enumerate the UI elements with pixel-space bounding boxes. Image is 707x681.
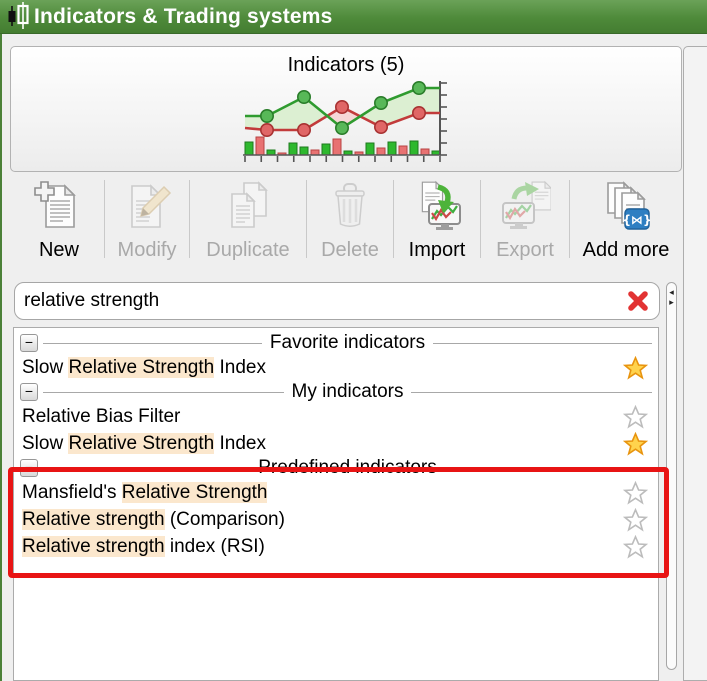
favorite-star-icon[interactable] — [623, 404, 648, 429]
list-item[interactable]: Slow Relative Strength Index — [14, 354, 658, 381]
export-icon — [499, 180, 553, 237]
trading-systems-card-edge[interactable] — [683, 46, 707, 681]
add-more-icon: {⋈} — [600, 180, 652, 237]
modify-button[interactable]: Modify — [105, 176, 189, 272]
section-label: My indicators — [291, 381, 404, 402]
duplicate-button-label: Duplicate — [206, 239, 290, 261]
clear-search-icon[interactable] — [626, 289, 650, 313]
toolbar-separator — [569, 180, 570, 258]
collapse-section-button[interactable]: − — [20, 334, 38, 352]
delete-button[interactable]: Delete — [307, 176, 393, 272]
collapse-section-button[interactable]: − — [20, 383, 38, 401]
duplicate-document-icon — [222, 180, 274, 237]
new-button-label: New — [38, 239, 79, 261]
section-label: Predefined indicators — [258, 457, 437, 478]
delete-button-label: Delete — [321, 239, 379, 261]
splitter-right-arrow-icon: ▸ — [669, 297, 674, 307]
import-icon — [411, 180, 463, 237]
section-header-favorite-indicators: − Favorite indicators — [14, 332, 658, 354]
indicators-card: Indicators (5) — [10, 46, 682, 172]
section-header-my-indicators: − My indicators — [14, 381, 658, 403]
favorite-star-icon[interactable] — [623, 480, 648, 505]
list-item[interactable]: Relative strength index (RSI) — [14, 533, 658, 560]
favorite-star-icon[interactable] — [623, 355, 648, 380]
indicators-list: − Favorite indicators Slow Relative Stre… — [13, 327, 659, 681]
window-left-border — [0, 34, 2, 681]
export-button[interactable]: Export — [481, 176, 569, 272]
window-title-bar: Indicators & Trading systems — [0, 0, 707, 34]
toolbar-separator — [306, 180, 307, 258]
candlestick-app-icon — [5, 1, 32, 35]
import-button[interactable]: Import — [394, 176, 480, 272]
toolbar-separator — [104, 180, 105, 258]
modify-button-label: Modify — [117, 239, 177, 261]
trash-icon — [324, 180, 376, 237]
section-label: Favorite indicators — [269, 332, 426, 353]
toolbar-separator — [393, 180, 394, 258]
new-document-icon — [33, 180, 85, 237]
duplicate-button[interactable]: Duplicate — [190, 176, 306, 272]
indicators-card-title: Indicators (5) — [287, 54, 405, 76]
search-input[interactable] — [24, 290, 626, 312]
new-button[interactable]: New — [14, 176, 104, 272]
export-button-label: Export — [496, 239, 554, 261]
edit-document-icon — [121, 180, 173, 237]
toolbar-separator — [189, 180, 190, 258]
import-button-label: Import — [408, 239, 466, 261]
panel-splitter-handle[interactable]: ◂ ▸ — [666, 282, 677, 670]
favorite-star-icon[interactable] — [623, 534, 648, 559]
toolbar: New Modify Duplicate — [14, 176, 694, 272]
splitter-left-arrow-icon: ◂ — [669, 287, 674, 297]
mini-chart-preview — [243, 81, 447, 162]
toolbar-separator — [480, 180, 481, 258]
add-more-button-label: Add more — [582, 239, 670, 261]
favorite-star-icon[interactable] — [623, 507, 648, 532]
list-item[interactable]: Relative Bias Filter — [14, 403, 658, 430]
svg-text:{⋈}: {⋈} — [622, 213, 651, 227]
section-header-predefined-indicators: − Predefined indicators — [14, 457, 658, 479]
list-item[interactable]: Mansfield's Relative Strength — [14, 479, 658, 506]
search-box — [14, 282, 660, 320]
favorite-star-icon[interactable] — [623, 431, 648, 456]
add-more-button[interactable]: {⋈} Add more — [570, 176, 682, 272]
list-item[interactable]: Relative strength (Comparison) — [14, 506, 658, 533]
window-title: Indicators & Trading systems — [34, 4, 333, 28]
collapse-section-button[interactable]: − — [20, 459, 38, 477]
list-item[interactable]: Slow Relative Strength Index — [14, 430, 658, 457]
